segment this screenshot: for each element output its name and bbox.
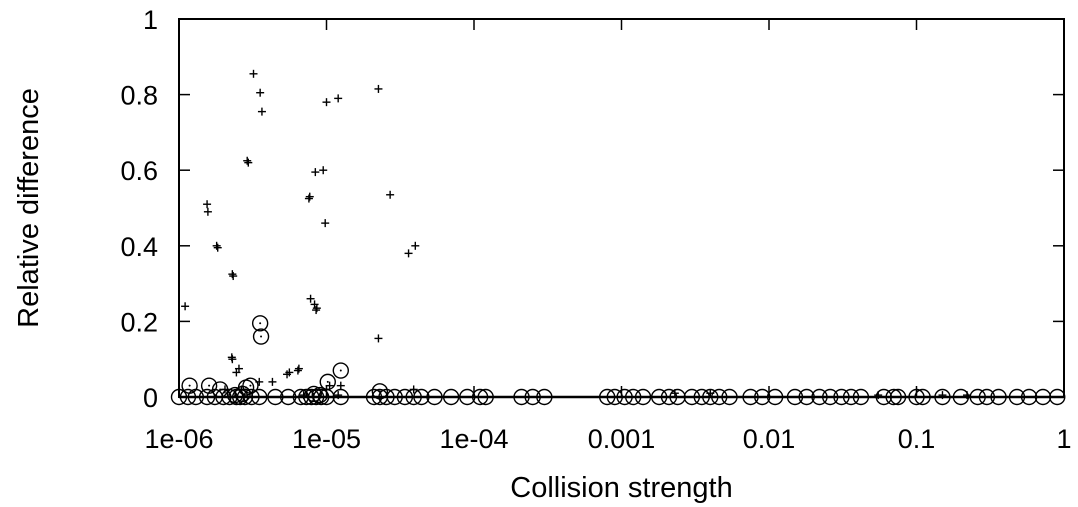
axis-ticks xyxy=(178,18,1065,398)
plus-point xyxy=(334,94,343,103)
series-circle-markers xyxy=(170,315,1066,406)
plus-point xyxy=(336,381,345,390)
y-tick-label: 0.8 xyxy=(120,81,158,111)
circle-point xyxy=(252,328,270,345)
plus-point xyxy=(305,192,314,201)
x-tick-label: 1e-04 xyxy=(439,424,508,454)
plus-point xyxy=(374,84,383,93)
plus-point xyxy=(181,302,190,311)
plus-point xyxy=(232,368,241,377)
plus-point xyxy=(213,243,222,252)
plus-point xyxy=(312,304,321,313)
x-tick-label: 1 xyxy=(1056,424,1071,454)
plus-point xyxy=(212,241,221,250)
plot-frame xyxy=(178,18,1065,398)
plus-point xyxy=(244,158,253,167)
plus-point xyxy=(285,368,294,377)
plus-point xyxy=(306,294,315,303)
plus-point xyxy=(256,88,265,97)
plus-point xyxy=(243,156,252,165)
x-tick-label: 1e-05 xyxy=(292,424,361,454)
plus-point xyxy=(203,207,212,216)
plus-point xyxy=(374,334,383,343)
plus-point xyxy=(249,69,258,78)
y-tick-label: 0.2 xyxy=(120,307,158,337)
plus-point xyxy=(257,107,266,116)
plus-point xyxy=(229,272,238,281)
x-tick-label: 0.01 xyxy=(743,424,796,454)
plus-point xyxy=(294,364,303,373)
x-tick-label: 1e-06 xyxy=(144,424,213,454)
y-tick-label: 0.4 xyxy=(120,232,158,262)
plus-point xyxy=(228,270,237,279)
y-tick-label: 0 xyxy=(143,383,158,413)
plus-point xyxy=(312,306,321,315)
y-tick-label: 1 xyxy=(143,5,158,35)
x-tick-label: 0.001 xyxy=(588,424,656,454)
plus-point xyxy=(311,168,320,177)
circle-point xyxy=(319,373,336,391)
x-tick-label: 0.1 xyxy=(898,424,936,454)
circle-point xyxy=(332,362,349,379)
plus-point xyxy=(203,200,212,209)
tick-labels: 1e-06 1e-05 1e-04 0.001 0.01 0.1 1 0 0.2 0.4 0.6 0.… xyxy=(120,5,1071,454)
plus-point xyxy=(404,249,413,258)
plus-point xyxy=(322,98,331,107)
plus-point xyxy=(228,355,237,364)
plus-point xyxy=(293,366,302,375)
plus-point xyxy=(304,194,313,203)
series-plus-markers xyxy=(181,69,972,400)
plus-point xyxy=(386,190,395,199)
plus-point xyxy=(411,241,420,250)
plus-point xyxy=(325,381,334,390)
circle-point xyxy=(251,315,269,332)
plus-point xyxy=(319,166,328,175)
x-axis-label: Collision strength xyxy=(510,472,732,504)
y-axis-label: Relative difference xyxy=(13,88,45,328)
y-tick-label: 0.6 xyxy=(120,156,158,186)
plus-point xyxy=(321,219,330,228)
plus-point xyxy=(268,377,277,386)
